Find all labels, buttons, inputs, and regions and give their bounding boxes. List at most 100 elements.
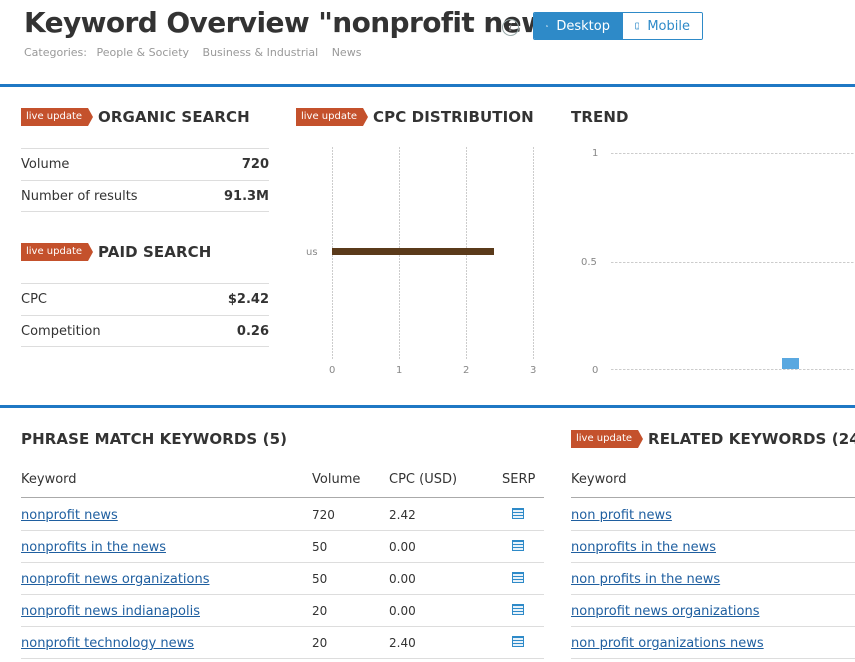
cpc-x-tick: 0	[329, 365, 336, 376]
live-update-badge: live update	[21, 108, 94, 126]
info-icon[interactable]: i	[502, 19, 519, 36]
phrase-match-title: PHRASE MATCH KEYWORDS (5)	[21, 430, 288, 448]
table-row: nonprofits in the news	[571, 531, 855, 563]
trend-y-tick: 0.5	[581, 257, 597, 268]
volume-cell: 20	[312, 604, 328, 618]
cpc-cell: 2.40	[389, 636, 416, 650]
trend-title: TREND	[571, 108, 629, 126]
organic-search-title: ORGANIC SEARCH	[98, 108, 250, 126]
column-header-cpc: CPC (USD)	[389, 472, 458, 487]
keyword-link[interactable]: non profit organizations news	[571, 636, 764, 651]
trend-y-tick: 1	[592, 148, 599, 159]
live-update-badge: live update	[21, 243, 94, 261]
keyword-link[interactable]: nonprofit news indianapolis	[21, 604, 200, 619]
cpc-category-label: us	[306, 247, 318, 258]
volume-cell: 720	[312, 508, 335, 522]
serp-icon[interactable]	[512, 636, 524, 647]
cpc-distribution-title: CPC DISTRIBUTION	[373, 108, 534, 126]
metric-volume: Volume 720	[21, 148, 269, 180]
trend-y-tick: 0	[592, 365, 599, 376]
trend-grid-line	[611, 262, 855, 263]
cpc-x-tick: 1	[396, 365, 403, 376]
volume-cell: 20	[312, 636, 328, 650]
volume-cell: 50	[312, 540, 328, 554]
cpc-x-tick: 2	[463, 365, 470, 376]
metric-number-of-results: Number of results 91.3M	[21, 180, 269, 212]
cpc-x-tick: 3	[530, 365, 537, 376]
paid-search-title: PAID SEARCH	[98, 243, 212, 261]
serp-icon[interactable]	[512, 572, 524, 583]
serp-icon[interactable]	[512, 604, 524, 615]
section-divider-top	[0, 84, 855, 87]
table-row: nonprofit news organizations	[571, 595, 855, 627]
category-business-industrial: Business & Industrial	[202, 46, 319, 59]
desktop-label: Desktop	[556, 18, 610, 34]
keyword-link[interactable]: nonprofits in the news	[21, 540, 166, 555]
table-row: nonprofit technology news 20 2.40	[21, 627, 544, 659]
table-row: nonprofit news 720 2.42	[21, 499, 544, 531]
metric-label: Competition	[21, 323, 101, 339]
trend-grid-line	[611, 153, 855, 154]
trend-grid-line	[611, 369, 855, 370]
keyword-link[interactable]: nonprofit technology news	[21, 636, 195, 651]
metric-label: Volume	[21, 157, 70, 172]
volume-cell: 50	[312, 572, 328, 586]
category-news: News	[331, 46, 362, 59]
table-row: non profits in the news	[571, 563, 855, 595]
device-toggle: Desktop Mobile	[533, 12, 703, 40]
cpc-bar-us	[332, 248, 495, 255]
categories-label: Categories:	[24, 46, 87, 59]
table-row: non profit news	[571, 499, 855, 531]
organic-search-heading: live update ORGANIC SEARCH	[21, 108, 250, 126]
serp-icon[interactable]	[512, 508, 524, 519]
keyword-link[interactable]: nonprofits in the news	[571, 540, 716, 555]
mobile-button[interactable]: Mobile	[622, 13, 702, 39]
related-table-header: Keyword	[571, 470, 855, 498]
live-update-badge: live update	[571, 430, 644, 448]
keyword-link[interactable]: nonprofit news	[21, 508, 118, 523]
phrase-match-heading: PHRASE MATCH KEYWORDS (5)	[21, 430, 287, 448]
cpc-cell: 0.00	[389, 604, 416, 618]
serp-icon[interactable]	[512, 540, 524, 551]
metric-label: Number of results	[21, 188, 138, 204]
metric-cpc: CPC $2.42	[21, 283, 269, 315]
cpc-cell: 0.00	[389, 540, 416, 554]
column-header-keyword: Keyword	[571, 472, 627, 487]
paid-search-heading: live update PAID SEARCH	[21, 243, 211, 261]
keyword-link[interactable]: nonprofit news organizations	[21, 572, 210, 587]
mobile-icon	[635, 22, 640, 30]
cpc-cell: 0.00	[389, 572, 416, 586]
category-people-society: People & Society	[96, 46, 190, 59]
column-header-serp: SERP	[502, 472, 536, 487]
keyword-link[interactable]: non profit news	[571, 508, 672, 523]
cpc-grid-line	[533, 147, 534, 360]
related-keywords-heading: live update RELATED KEYWORDS (247)	[571, 430, 855, 448]
cpc-cell: 2.42	[389, 508, 416, 522]
trend-heading: TREND	[571, 108, 629, 126]
column-header-keyword: Keyword	[21, 472, 77, 487]
phrase-match-table-header: Keyword Volume CPC (USD) SERP	[21, 470, 544, 498]
metric-value: 720	[241, 157, 269, 172]
desktop-button[interactable]: Desktop	[534, 13, 622, 39]
column-header-volume: Volume	[312, 472, 361, 487]
keyword-link[interactable]: nonprofit news organizations	[571, 604, 760, 619]
metric-value: 0.26	[236, 323, 269, 339]
metric-value: 91.3M	[223, 188, 269, 204]
cpc-distribution-heading: live update CPC DISTRIBUTION	[296, 108, 534, 126]
trend-bar	[782, 358, 799, 369]
related-keywords-title: RELATED KEYWORDS (247)	[648, 430, 855, 448]
categories: Categories: People & Society Business & …	[24, 46, 371, 59]
table-row: non profit organizations news	[571, 627, 855, 659]
table-row: nonprofit news organizations 50 0.00	[21, 563, 544, 595]
page-title: Keyword Overview "nonprofit news"	[24, 6, 577, 39]
table-row: nonprofits in the news 50 0.00	[21, 531, 544, 563]
metric-label: CPC	[21, 292, 47, 307]
metric-competition: Competition 0.26	[21, 315, 269, 347]
keyword-link[interactable]: non profits in the news	[571, 572, 721, 587]
live-update-badge: live update	[296, 108, 369, 126]
table-row: nonprofit news indianapolis 20 0.00	[21, 595, 544, 627]
metric-value: $2.42	[227, 292, 269, 307]
desktop-icon	[546, 24, 549, 27]
section-divider-middle	[0, 405, 855, 408]
mobile-label: Mobile	[647, 18, 690, 34]
